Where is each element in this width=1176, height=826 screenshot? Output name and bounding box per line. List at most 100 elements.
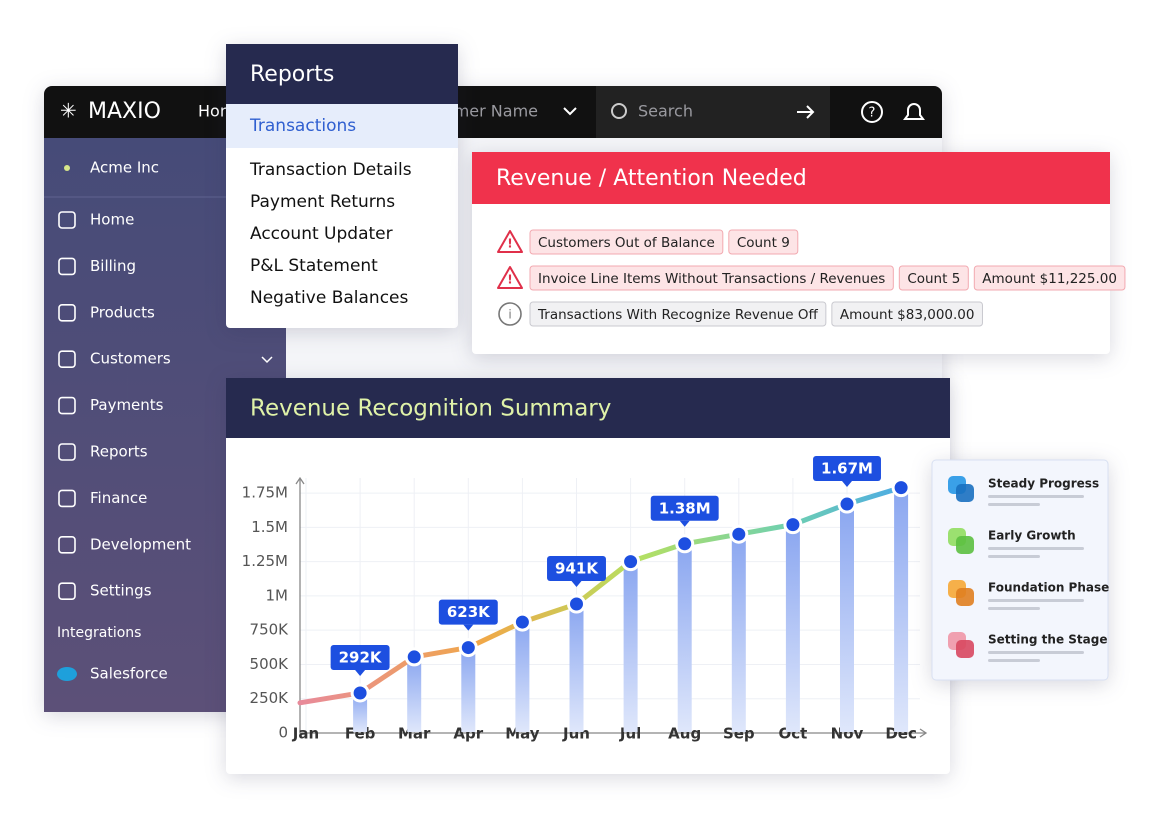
y-tick-label: 1.75M: [242, 484, 288, 502]
menu-item[interactable]: Transaction Details: [249, 160, 412, 180]
nav-icon: [58, 350, 76, 369]
x-tick-label: Jan: [292, 725, 319, 743]
placeholder-line: [988, 659, 1040, 662]
tag: [529, 265, 894, 291]
warning-icon: [497, 266, 523, 289]
tag-label: Amount $83,000.00: [840, 307, 975, 323]
warning-mark: !: [507, 237, 512, 251]
bell-icon[interactable]: [903, 103, 925, 120]
nav-item[interactable]: Payments: [90, 396, 164, 414]
tag: [728, 229, 799, 255]
point: [458, 638, 478, 658]
point: [837, 494, 857, 514]
point: [675, 534, 695, 554]
nav-item[interactable]: Development: [90, 535, 191, 553]
value-label-box: [813, 456, 881, 482]
value-label: 623K: [447, 603, 491, 621]
section-label: Integrations: [57, 625, 141, 641]
x-tick-label: Dec: [885, 725, 917, 743]
legend-label: Steady Progress: [988, 477, 1099, 491]
x-tick-label: Mar: [398, 725, 431, 743]
bar: [677, 543, 692, 732]
bar: [894, 487, 909, 732]
nav-item[interactable]: Customers: [90, 350, 171, 368]
nav-item[interactable]: Reports: [90, 443, 148, 461]
legend-swatch: [956, 536, 974, 554]
tag-label: Count 5: [907, 271, 960, 287]
tag-label: Transactions With Recognize Revenue Off: [537, 307, 819, 323]
y-tick-label: 1M: [266, 586, 289, 604]
value-label-box: [330, 644, 390, 670]
nav-item[interactable]: Settings: [90, 582, 152, 600]
point: [567, 594, 586, 614]
y-tick-label: 250K: [250, 689, 290, 707]
integration-item[interactable]: Salesforce: [90, 665, 168, 683]
help-icon[interactable]: [861, 101, 883, 123]
y-tick-label: 1.5M: [251, 518, 288, 536]
nav-icon: [58, 489, 76, 508]
y-tick-label: 1.25M: [242, 552, 288, 570]
menu-item[interactable]: Transactions: [249, 116, 356, 136]
bar: [353, 692, 368, 732]
menu-item[interactable]: Account Updater: [250, 224, 393, 244]
bar: [731, 534, 746, 732]
account-name[interactable]: Acme Inc: [90, 159, 159, 177]
placeholder-line: [988, 495, 1084, 498]
legend-swatch: [956, 640, 974, 658]
nav-icon: [58, 303, 76, 322]
legend-panel: [931, 459, 1109, 681]
chevron: [563, 107, 577, 116]
legend-label: Foundation Phase: [988, 581, 1109, 595]
chart: 0 250K 500K 750K 1M 1.25M 1.5M 1.75M Jan Feb Mar Ap…: [242, 456, 928, 743]
sidebar: Acme Inc Home Billing Products Customers Paym…: [44, 159, 286, 683]
placeholder-line: [988, 599, 1084, 602]
search-icon: [611, 103, 627, 119]
point: [729, 524, 749, 544]
value-label-box: [438, 599, 498, 625]
legend: Steady Progress Early Growth Foundation Ph…: [948, 476, 1109, 662]
placeholder-line: [988, 555, 1040, 558]
value-label-pointer: [571, 580, 582, 587]
placeholder-line: [988, 607, 1040, 610]
point: [621, 552, 641, 572]
nav-item[interactable]: Products: [90, 303, 155, 321]
placeholder-line: [988, 547, 1084, 550]
help-mark: ?: [869, 106, 876, 121]
value-label-box: [650, 495, 719, 521]
placeholder-line: [988, 503, 1040, 506]
nav-item[interactable]: Home: [90, 211, 134, 229]
tag: [529, 229, 724, 255]
nav-icon: [58, 535, 76, 554]
bar: [840, 504, 854, 732]
value-label-box: [547, 555, 606, 581]
nav-icon: [58, 582, 76, 601]
search-box[interactable]: [596, 86, 830, 138]
y-tick-label: 500K: [250, 655, 290, 673]
info-mark: i: [508, 308, 511, 322]
legend-label: Early Growth: [988, 529, 1076, 543]
point: [512, 612, 532, 632]
menu-item[interactable]: Payment Returns: [250, 192, 395, 212]
menu-item[interactable]: P&L Statement: [250, 256, 378, 276]
nav-item[interactable]: Billing: [90, 257, 136, 275]
salesforce-icon: [57, 667, 77, 681]
x-tick-label: Aug: [668, 725, 701, 743]
tag-label: Amount $11,225.00: [982, 271, 1117, 287]
logo: MAXIO: [88, 99, 161, 124]
placeholder-line: [988, 651, 1084, 654]
nav-item[interactable]: Finance: [90, 489, 147, 507]
reports-menu: [226, 44, 458, 328]
legend-label: Setting the Stage: [988, 633, 1107, 647]
search-arrow[interactable]: [797, 105, 815, 119]
x-tick-label: Apr: [453, 725, 483, 743]
value-label-pointer: [463, 624, 474, 631]
alert-rows: ! Customers Out of Balance Count 9! Invoice…: [497, 229, 1126, 327]
search-placeholder: Search: [638, 102, 693, 121]
tag: [831, 301, 983, 327]
menu-item[interactable]: Negative Balances: [250, 288, 408, 308]
legend-swatch: [956, 484, 974, 502]
alert-title: Revenue / Attention Needed: [496, 166, 807, 191]
nav-icon: [58, 211, 76, 229]
x-tick-label: May: [505, 725, 540, 743]
